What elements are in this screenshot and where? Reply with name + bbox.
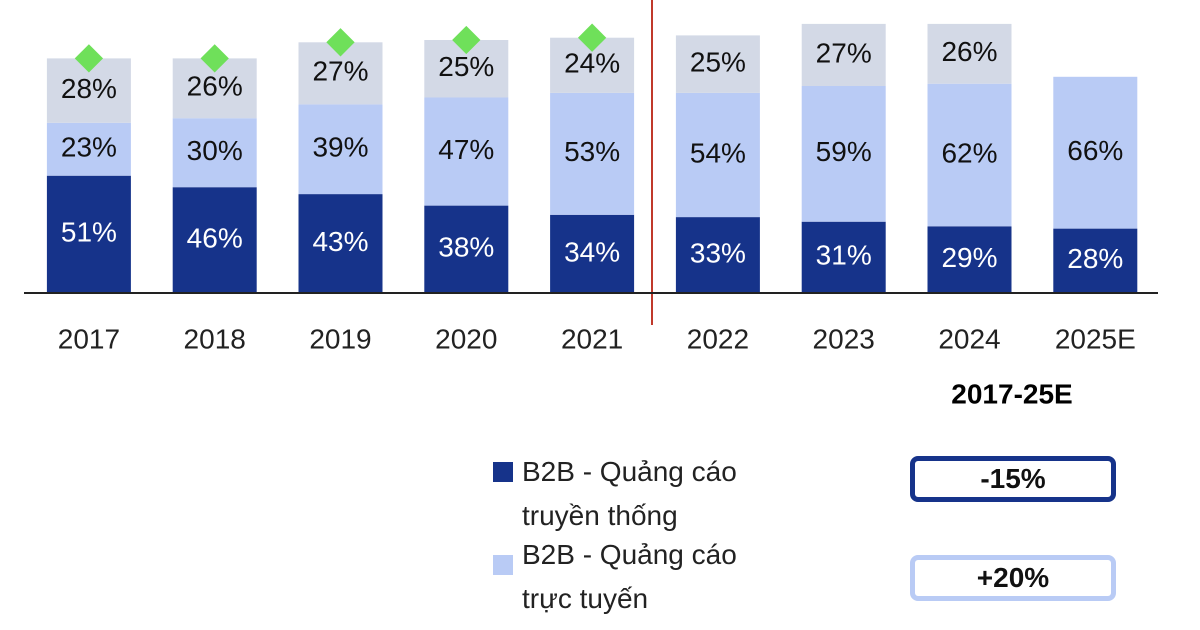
data-label: 28% xyxy=(61,73,117,104)
bar-segment xyxy=(927,226,1012,293)
bar-segment xyxy=(927,23,1012,84)
x-tick-label: 2024 xyxy=(938,323,1000,354)
x-tick-label: 2019 xyxy=(309,323,371,354)
data-label: 25% xyxy=(690,47,746,78)
bar-segment xyxy=(424,97,509,206)
marker xyxy=(577,23,607,52)
data-label: 26% xyxy=(941,36,997,67)
bar-segment xyxy=(298,104,383,195)
x-tick-label: 2020 xyxy=(435,323,497,354)
bar-segment xyxy=(550,214,635,293)
data-label: 29% xyxy=(941,242,997,273)
data-label: 59% xyxy=(816,136,872,167)
data-label: 27% xyxy=(312,56,368,87)
data-label: 39% xyxy=(312,132,368,163)
x-tick-label: 2025E xyxy=(1055,323,1136,354)
bar-segment xyxy=(1053,228,1138,293)
data-label: 53% xyxy=(564,136,620,167)
bar-segment xyxy=(298,194,383,293)
bar-segment xyxy=(801,86,886,222)
x-tick-label: 2018 xyxy=(184,323,246,354)
data-label: 51% xyxy=(61,217,117,248)
bar-segment xyxy=(424,205,509,293)
bar-segment xyxy=(550,92,635,215)
legend-label: B2B - Quảng cáo trực tuyến xyxy=(522,539,737,614)
bar-segment xyxy=(927,83,1012,227)
bar-segment xyxy=(172,187,257,293)
data-label: 38% xyxy=(438,232,494,263)
data-label: 31% xyxy=(816,240,872,271)
data-label: 66% xyxy=(1067,135,1123,166)
bar-segment xyxy=(801,23,886,86)
bar-segment xyxy=(46,175,131,293)
bar-segment xyxy=(675,35,760,93)
data-label: 28% xyxy=(1067,243,1123,274)
data-label: 34% xyxy=(564,236,620,267)
change-box: -15% xyxy=(910,456,1116,502)
data-label: 27% xyxy=(816,37,872,68)
period-label: 2017-25E xyxy=(951,378,1072,409)
bar-segment xyxy=(675,92,760,218)
x-tick-label: 2022 xyxy=(687,323,749,354)
marker xyxy=(74,44,104,73)
bar-segment xyxy=(1053,76,1138,229)
change-box: +20% xyxy=(910,555,1116,601)
data-label: 46% xyxy=(187,222,243,253)
data-label: 43% xyxy=(312,226,368,257)
data-label: 26% xyxy=(187,71,243,102)
data-label: 47% xyxy=(438,134,494,165)
data-label: 24% xyxy=(564,48,620,79)
bar-segment xyxy=(801,221,886,293)
x-tick-label: 2017 xyxy=(58,323,120,354)
data-label: 54% xyxy=(690,137,746,168)
bar-segment xyxy=(172,118,257,188)
data-label: 30% xyxy=(187,135,243,166)
legend-swatch xyxy=(493,462,513,482)
legend-label: B2B - Quảng cáo truyền thống xyxy=(522,456,737,531)
x-tick-label: 2023 xyxy=(813,323,875,354)
x-tick-label: 2021 xyxy=(561,323,623,354)
legend-swatch xyxy=(493,555,513,575)
data-label: 25% xyxy=(438,51,494,82)
bar-segment xyxy=(675,217,760,293)
data-label: 33% xyxy=(690,237,746,268)
data-label: 62% xyxy=(941,137,997,168)
data-label: 23% xyxy=(61,132,117,163)
bar-segment xyxy=(46,122,131,176)
